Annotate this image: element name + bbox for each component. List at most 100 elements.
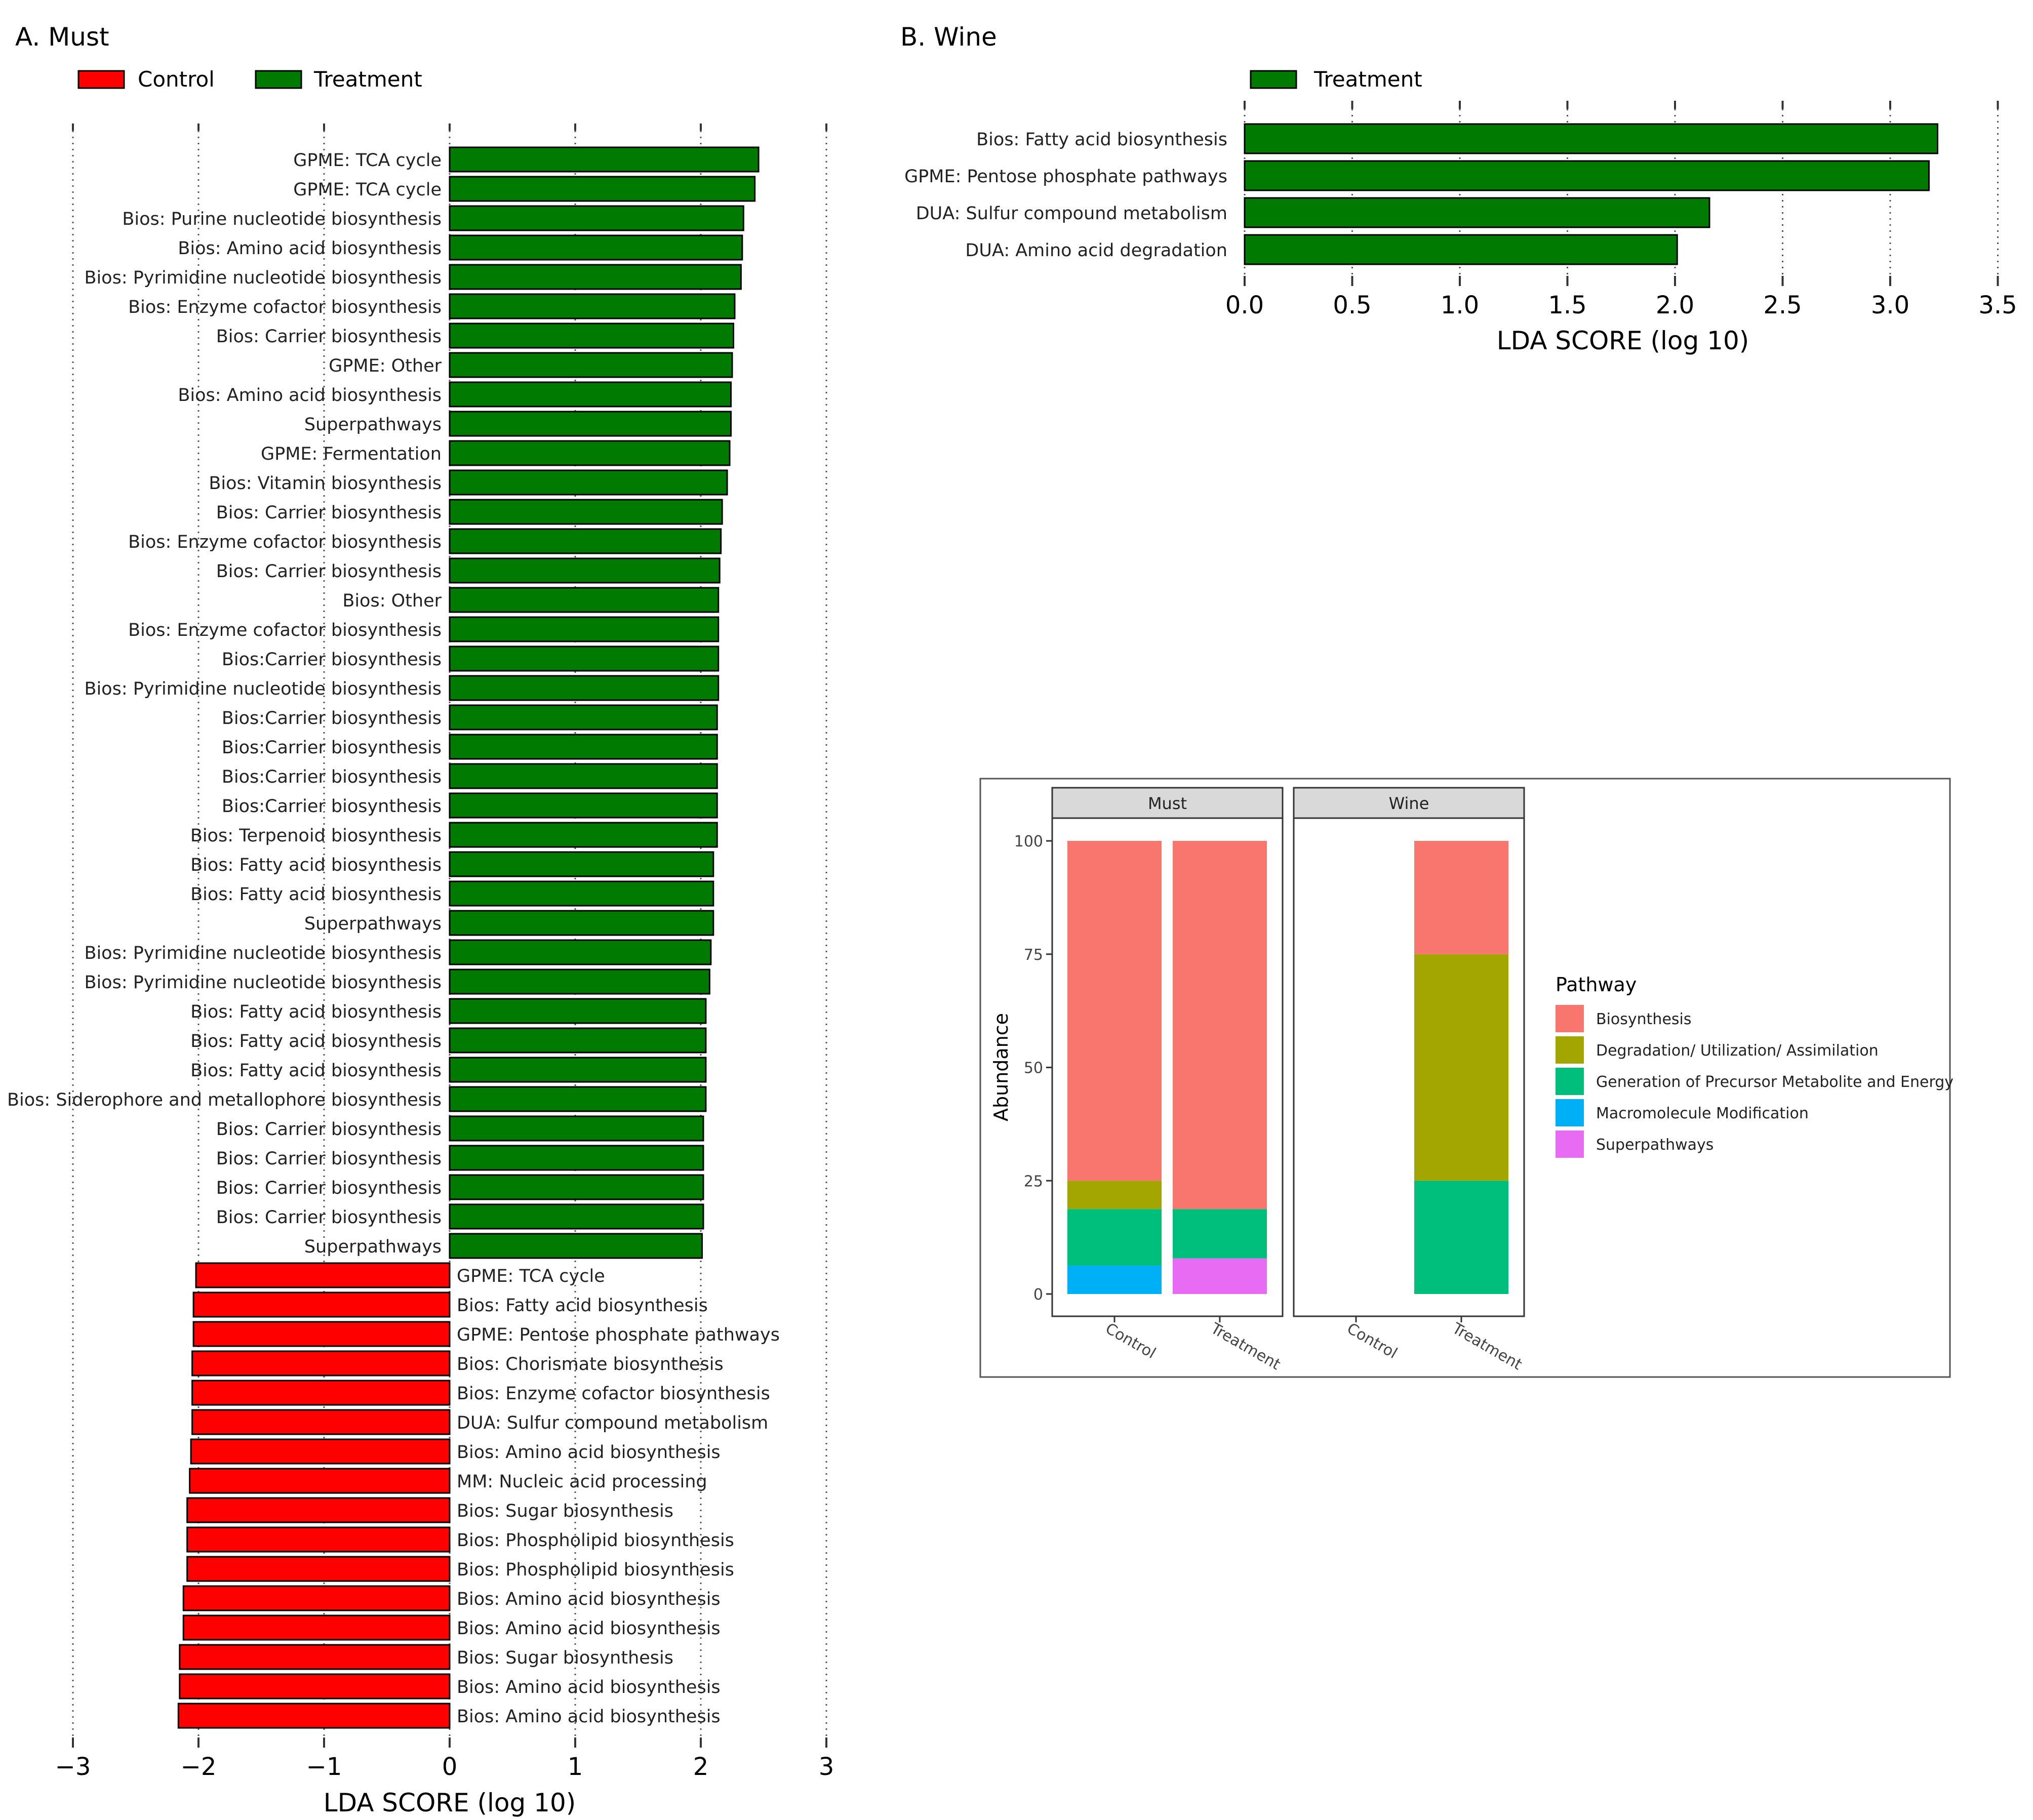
panel-a-x-axis-label: LDA SCORE (log 10) (324, 1788, 576, 1817)
inset-y-tick-label: 100 (1014, 833, 1043, 851)
inset-legend-swatch (1556, 1005, 1584, 1032)
inset-stack-segment (1067, 1209, 1162, 1266)
inset-y-tick-label: 75 (1024, 946, 1043, 964)
inset-legend-label: Generation of Precursor Metabolite and E… (1596, 1073, 1954, 1091)
panel-a-bar-treatment (449, 616, 720, 642)
panel-a-x-tick-label: −2 (181, 1753, 217, 1781)
panel-a-bar-treatment (449, 763, 718, 789)
panel-a-bar-label: Bios: Amino acid biosynthesis (457, 1707, 721, 1727)
panel-a-bar-label: Bios: Enzyme cofactor biosynthesis (128, 297, 442, 317)
panel-b-bar-label: Bios: Fatty acid biosynthesis (976, 130, 1227, 150)
panel-a-bar-control (191, 1350, 451, 1377)
panel-a-bar-label: Bios: Pyrimidine nucleotide biosynthesis (84, 943, 442, 963)
panel-a-bar-treatment (449, 557, 721, 584)
panel-a-x-tick-label: −1 (306, 1753, 342, 1781)
panel-a-bar-treatment (449, 1203, 704, 1230)
panel-a-x-tick-label: −3 (55, 1753, 91, 1781)
panel-b-bar-label: DUA: Amino acid degradation (965, 240, 1227, 261)
inset-legend-label: Macromolecule Modification (1596, 1105, 1809, 1122)
panel-a-plot: −3 −2 −1 0 1 2 3 LDA SCORE (log 10) GPME: TCA cy… (7, 124, 834, 1817)
panel-a-bar-label: Bios: Amino acid biosynthesis (457, 1442, 721, 1463)
panel-a-bar-label: Bios: Siderophore and metallophore biosy… (7, 1090, 442, 1110)
inset-stack-segment (1414, 1181, 1508, 1294)
panel-a-bar-treatment (449, 352, 733, 378)
panel-a-bar-label: GPME: TCA cycle (457, 1266, 605, 1286)
panel-b-legend-treatment-swatch (1250, 70, 1297, 89)
panel-a-bar-treatment (449, 322, 734, 349)
panel-a-legend-control-label: Control (138, 67, 215, 92)
panel-a-bar-label: Bios: Fatty acid biosynthesis (190, 884, 442, 905)
panel-a-bar-treatment (449, 264, 742, 290)
inset-legend-label: Superpathways (1596, 1136, 1713, 1154)
inset-stack-segment (1173, 1258, 1267, 1294)
inset-legend-swatch (1556, 1068, 1584, 1095)
panel-a-bar-label: Bios: Enzyme cofactor biosynthesis (128, 620, 442, 640)
panel-a-bar-label: Bios: Fatty acid biosynthesis (457, 1296, 708, 1316)
panel-a-bar-label: Bios: Phospholipid biosynthesis (457, 1560, 734, 1580)
panel-a-bar-label: Bios: Fatty acid biosynthesis (190, 1031, 442, 1051)
panel-a-bar-treatment (449, 704, 718, 731)
panel-a-bar-label: Superpathways (304, 1237, 442, 1257)
panel-a-bar-treatment (449, 440, 731, 466)
panel-a-bar-label: Bios: Enzyme cofactor biosynthesis (128, 532, 442, 552)
panel-a-bar-control (186, 1497, 451, 1523)
panel-a-bar-treatment (449, 910, 714, 936)
panel-b-x-tick-label: 1.5 (1548, 291, 1586, 319)
panel-a-bar-label: Bios: Terpenoid biosynthesis (190, 826, 442, 846)
panel-a-bar-treatment (449, 1174, 704, 1200)
panel-a-bar-control (179, 1644, 451, 1670)
panel-a-bar-control (191, 1380, 451, 1406)
panel-b-x-tick-label: 0.0 (1225, 291, 1264, 319)
panel-a-bar-label: GPME: Other (329, 356, 442, 376)
panel-a-bar-treatment (449, 528, 722, 554)
panel-b-bar-treatment (1244, 197, 1710, 228)
panel-a-bar-label: GPME: Fermentation (261, 444, 442, 464)
inset-stack-segment (1414, 841, 1508, 954)
panel-a-bar-label: Bios: Fatty acid biosynthesis (190, 1061, 442, 1081)
panel-a-bar-label: DUA: Sulfur compound metabolism (457, 1413, 768, 1433)
panel-a-bar-label: MM: Nucleic acid processing (457, 1472, 707, 1492)
panel-a-bar-label: Bios:Carrier biosynthesis (222, 796, 442, 817)
panel-a-bar-treatment (449, 851, 714, 877)
panel-a-bar-label: Bios: Fatty acid biosynthesis (190, 1002, 442, 1022)
panel-a-bar-label: Bios: Amino acid biosynthesis (178, 238, 442, 259)
panel-a-bar-treatment (449, 880, 714, 907)
panel-b-title: B. Wine (900, 22, 997, 52)
panel-a-bar-label: Bios: Pyrimidine nucleotide biosynthesis (84, 973, 442, 993)
panel-a-bar-label: Bios: Pyrimidine nucleotide biosynthesis (84, 268, 442, 288)
panel-a-bar-treatment (449, 675, 720, 701)
panel-a-bar-control (192, 1321, 451, 1347)
panel-a-bar-label: Bios: Sugar biosynthesis (457, 1648, 673, 1668)
panel-a-bar-label: Bios: Fatty acid biosynthesis (190, 855, 442, 875)
panel-a-bar-label: Bios: Enzyme cofactor biosynthesis (457, 1384, 770, 1404)
inset-stack-segment (1067, 1266, 1162, 1294)
inset-legend-swatch (1556, 1036, 1584, 1064)
panel-a-bar-label: GPME: Pentose phosphate pathways (457, 1325, 780, 1345)
panel-a-bar-label: Bios:Carrier biosynthesis (222, 708, 442, 729)
panel-a-bar-label: GPME: TCA cycle (293, 180, 442, 200)
panel-b-bar-treatment (1244, 160, 1930, 191)
panel-a-bar-label: Bios: Carrier biosynthesis (216, 1149, 442, 1169)
panel-a-bar-label: Bios: Sugar biosynthesis (457, 1501, 673, 1521)
panel-a-bar-label: Bios: Carrier biosynthesis (216, 561, 442, 582)
inset-facet-strip (1293, 787, 1525, 819)
panel-a-bar-treatment (449, 293, 736, 319)
panel-a-bar-treatment (449, 792, 718, 819)
panel-a-bar-control (190, 1438, 451, 1465)
inset-facet-label: Wine (1389, 794, 1429, 813)
panel-a-x-tick-label: 0 (442, 1753, 458, 1781)
panel-a-bar-control (182, 1614, 451, 1641)
inset-y-tick-label: 25 (1024, 1172, 1043, 1190)
panel-a-bar-treatment (449, 205, 744, 231)
panel-a-bar-label: Bios: Amino acid biosynthesis (178, 385, 442, 406)
panel-a-bar-label: Bios: Vitamin biosynthesis (209, 473, 442, 494)
inset-y-tick-label: 0 (1033, 1286, 1043, 1304)
panel-b-x-tick-label: 2.5 (1763, 291, 1802, 319)
panel-a-bar-control (182, 1585, 451, 1611)
inset-stack-segment (1173, 841, 1267, 1209)
panel-a-bar-treatment (449, 645, 720, 672)
panel-a-bar-treatment (449, 587, 720, 613)
panel-b-x-tick-label: 2.0 (1656, 291, 1694, 319)
panel-a-bar-label: Bios: Chorismate biosynthesis (457, 1354, 724, 1374)
panel-a-bar-label: Bios: Carrier biosynthesis (216, 1119, 442, 1140)
